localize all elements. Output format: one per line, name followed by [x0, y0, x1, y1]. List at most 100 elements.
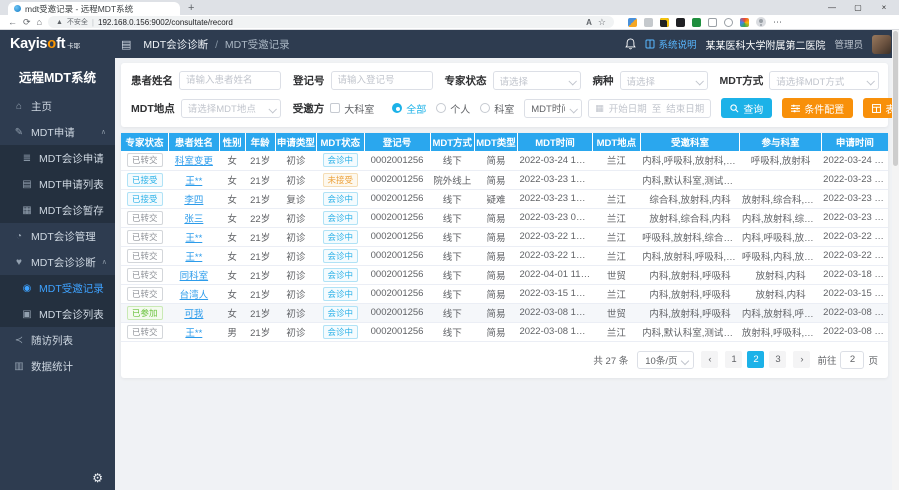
patient-link[interactable]: 张三: [184, 213, 204, 225]
condition-config-label: 条件配置: [804, 104, 845, 116]
sidebar-item-statistics[interactable]: ▥ 数据统计: [0, 353, 115, 379]
sidebar-item-mdt-apply[interactable]: ✎ MDT申请 ∧: [0, 119, 115, 145]
sidebar-item-mdt-manage[interactable]: ◔ MDT会诊管理: [0, 223, 115, 249]
minimize-icon[interactable]: —: [828, 3, 836, 12]
reg-no-input[interactable]: [330, 71, 433, 90]
browser-menu-icon[interactable]: ⋯: [772, 16, 782, 27]
mdt-status-tag: 会诊中: [322, 210, 359, 225]
cell-age: 21岁: [245, 189, 276, 209]
sidebar-item-home[interactable]: ⌂ 主页: [0, 93, 115, 119]
table-row: 已接受 王** 女 21岁 初诊 未接受 0002001256 院外线上 简易 2022-03-2…: [121, 170, 888, 190]
expert-status-select[interactable]: 请选择: [492, 71, 581, 90]
scrollbar-thumb[interactable]: [893, 31, 898, 166]
system-doc-link[interactable]: 系统说明: [645, 37, 696, 51]
page-button-3[interactable]: 3: [769, 351, 787, 368]
cell-reg-no: 0002001256: [364, 284, 431, 304]
sidebar-collapse-icon[interactable]: ▤: [121, 38, 132, 51]
extension-icon[interactable]: [659, 17, 669, 27]
sidebar-item-mdt-apply-list[interactable]: ▤ MDT申请列表: [0, 171, 115, 197]
sidebar-item-label: MDT会诊管理: [31, 230, 96, 243]
sidebar-item-mdt-consult-apply[interactable]: ≣ MDT会诊申请: [0, 145, 115, 171]
mdt-mode-select[interactable]: 请选择MDT方式: [769, 71, 880, 90]
table-row: 已转交 台湾人女 21岁 初诊 会诊中 0002001256 线下 简易 2022-03-15 …: [121, 284, 888, 304]
extension-icon[interactable]: [691, 17, 701, 27]
sidebar-item-mdt-invited-records[interactable]: ◉ MDT受邀记录: [0, 275, 115, 301]
cell-mdt-time: 2022-03-15 14:00:00: [517, 284, 593, 304]
sidebar-item-followup-list[interactable]: ≺ 随访列表: [0, 327, 115, 353]
page-size-select[interactable]: 10条/页: [637, 350, 695, 369]
cell-mdt-mode: 线下: [430, 303, 475, 323]
gear-icon[interactable]: ⚙: [92, 471, 103, 485]
refresh-icon[interactable]: ⟳: [23, 16, 31, 27]
mdt-status-tag: 会诊中: [322, 248, 359, 263]
avatar[interactable]: [872, 34, 891, 54]
close-icon[interactable]: ×: [881, 3, 887, 12]
read-aloud-icon[interactable]: A: [586, 17, 592, 27]
breadcrumb-section: MDT会诊诊断: [143, 38, 209, 51]
back-icon[interactable]: ←: [8, 16, 17, 27]
cell-apply-time: 2022-03-23 13:41:45: [821, 170, 888, 190]
browser-tab[interactable]: mdt受邀记录 - 远程MDT系统: [8, 2, 180, 15]
tab-favicon: [14, 5, 21, 12]
patient-link[interactable]: 科室变更: [174, 156, 213, 168]
condition-config-button[interactable]: 条件配置: [782, 98, 854, 118]
page-button-2[interactable]: 2: [747, 351, 765, 368]
user-role[interactable]: 管理员: [834, 40, 863, 51]
cell-invited-depts: 放射科,综合科,内科: [640, 208, 740, 228]
restore-icon[interactable]: ▢: [854, 3, 862, 12]
search-button[interactable]: 查询: [721, 98, 773, 118]
table-row: 已转交 王** 男 21岁 初诊 会诊中 0002001256 线下 简易 2022-03-08 …: [121, 322, 888, 342]
sidebar-item-mdt-draft[interactable]: ▦ MDT会诊暂存: [0, 197, 115, 223]
radio-personal[interactable]: 个人: [436, 101, 470, 116]
extension-icon[interactable]: [643, 17, 653, 27]
patient-name-input[interactable]: [179, 71, 281, 90]
page-scrollbar[interactable]: [892, 30, 899, 490]
goto-page-input[interactable]: [840, 350, 865, 369]
patient-link[interactable]: 可我: [184, 308, 204, 320]
time-type-select[interactable]: MDT时间: [524, 98, 583, 118]
radio-department[interactable]: 科室: [480, 101, 514, 116]
radio-all[interactable]: 全部: [392, 101, 426, 116]
column-header: 申请类型: [275, 133, 318, 151]
expert-status-label: 专家状态: [444, 75, 487, 87]
sidebar-item-label: MDT申请列表: [39, 178, 104, 191]
cell-joined-depts: 放射科,综合科,内科: [739, 189, 822, 209]
disease-select[interactable]: 请选择: [619, 71, 708, 90]
extension-icon[interactable]: [739, 17, 749, 27]
date-range-picker[interactable]: ▦ 开始日期 至 结束日期: [588, 98, 712, 118]
patient-link[interactable]: 王**: [185, 232, 203, 244]
new-tab-button[interactable]: +: [188, 2, 195, 14]
sidebar-item-mdt-consult-list[interactable]: ▣ MDT会诊列表: [0, 301, 115, 327]
patient-name-label: 患者姓名: [131, 75, 173, 87]
extension-icon[interactable]: [627, 17, 637, 27]
next-page-button[interactable]: ›: [793, 351, 811, 368]
patient-link[interactable]: 王**: [185, 175, 203, 187]
extension-icon[interactable]: [723, 17, 733, 27]
sidebar-item-mdt-diagnose[interactable]: ♥ MDT会诊诊断 ∧: [0, 249, 115, 275]
favorite-star-icon[interactable]: ☆: [597, 16, 606, 27]
patient-link[interactable]: 王**: [185, 251, 203, 263]
url-field[interactable]: ▲ 不安全 | 192.168.0.156:9002/consultate/re…: [47, 16, 614, 28]
mdt-place-select[interactable]: 请选择MDT地点: [180, 98, 281, 118]
cell-patient: 李四: [168, 189, 220, 209]
patient-link[interactable]: 台湾人: [179, 289, 209, 301]
home-icon[interactable]: ⌂: [36, 16, 42, 27]
cell-mdt-mode: 线下: [430, 189, 475, 209]
patient-link[interactable]: 王**: [185, 327, 203, 339]
column-header: 申请时间: [821, 133, 888, 151]
cell-age: 21岁: [245, 303, 276, 323]
sidebar-title: 远程MDT系统: [18, 71, 97, 85]
patient-link[interactable]: 同科室: [179, 270, 209, 282]
browser-profile-icon[interactable]: [755, 17, 766, 27]
patient-link[interactable]: 李四: [184, 194, 204, 206]
prev-page-button[interactable]: ‹: [701, 351, 719, 368]
bell-icon[interactable]: [625, 38, 637, 50]
page-button-1[interactable]: 1: [725, 351, 743, 368]
extension-icon[interactable]: [707, 17, 717, 27]
cell-apply-type: 复诊: [275, 189, 317, 209]
cell-patient: 王**: [168, 322, 220, 342]
column-header: 受邀科室: [640, 133, 741, 151]
cell-reg-no: 0002001256: [364, 303, 431, 323]
extension-icon[interactable]: [675, 17, 685, 27]
dept-group-checkbox[interactable]: [330, 103, 341, 113]
